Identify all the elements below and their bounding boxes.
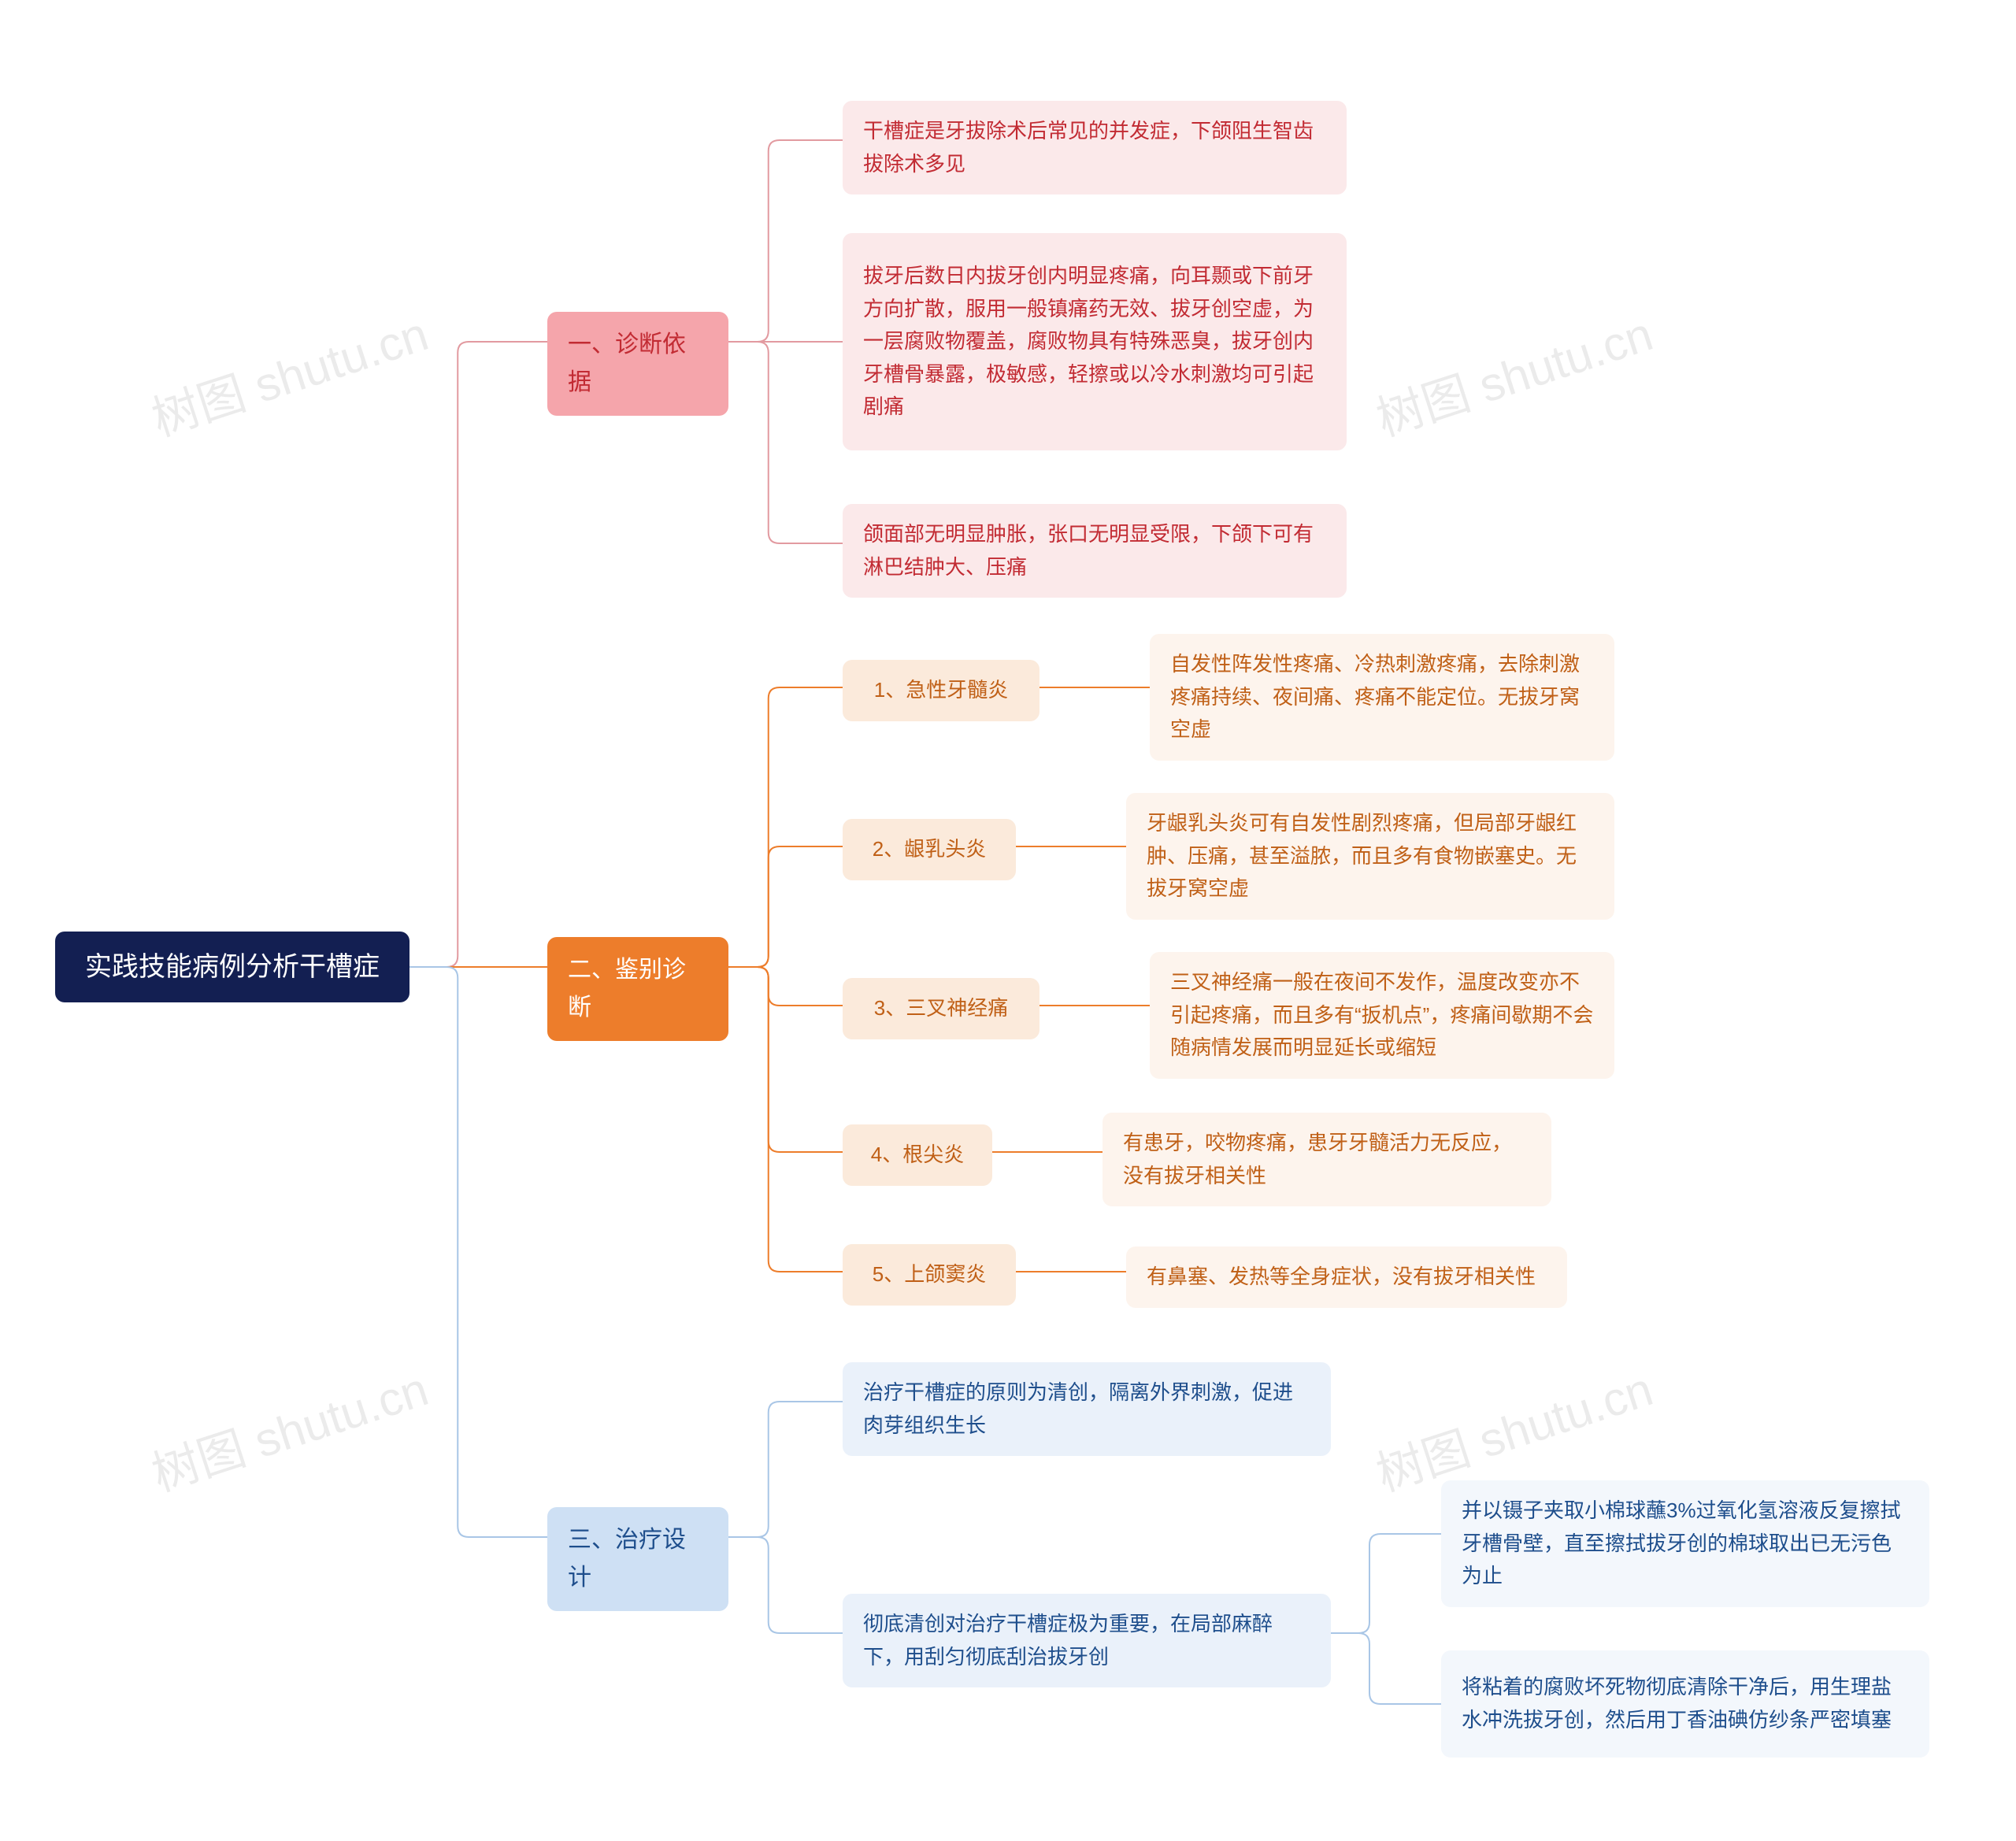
branch-0: 一、诊断依据 [547, 312, 728, 416]
branch-2-child-1-label: 彻底清创对治疗干槽症极为重要，在局部麻醉下，用刮匀彻底刮治拔牙创 [863, 1608, 1310, 1673]
root-node-label: 实践技能病例分析干槽症 [85, 946, 380, 988]
branch-1: 二、鉴别诊断 [547, 937, 728, 1041]
branch-1-child-2-leaf-0: 三叉神经痛一般在夜间不发作，温度改变亦不引起疼痛，而且多有“扳机点”，疼痛间歇期… [1150, 952, 1614, 1079]
branch-2-child-1-leaf-0-label: 并以镊子夹取小棉球蘸3%过氧化氢溶液反复擦拭牙槽骨壁，直至擦拭拔牙创的棉球取出已… [1462, 1495, 1909, 1593]
watermark-1: 树图 shutu.cn [1366, 296, 1660, 450]
branch-1-child-2: 3、三叉神经痛 [843, 978, 1040, 1039]
branch-1-child-4-label: 5、上颌窦炎 [873, 1258, 986, 1291]
branch-0-child-2: 颌面部无明显肿胀，张口无明显受限，下颌下可有淋巴结肿大、压痛 [843, 504, 1347, 598]
branch-1-child-1-leaf-0-label: 牙龈乳头炎可有自发性剧烈疼痛，但局部牙龈红肿、压痛，甚至溢脓，而且多有食物嵌塞史… [1147, 807, 1594, 906]
branch-1-child-3: 4、根尖炎 [843, 1124, 992, 1186]
connector [728, 1402, 843, 1537]
connector [1331, 1534, 1441, 1633]
branch-2-label: 三、治疗设计 [568, 1521, 708, 1597]
branch-1-child-1-label: 2、龈乳头炎 [873, 833, 986, 866]
branch-1-child-0: 1、急性牙髓炎 [843, 660, 1040, 721]
connector [728, 342, 843, 543]
connector [410, 342, 547, 967]
connector [1331, 1633, 1441, 1704]
branch-1-label: 二、鉴别诊断 [568, 951, 708, 1027]
branch-0-child-1: 拔牙后数日内拔牙创内明显疼痛，向耳颞或下前牙方向扩散，服用一般镇痛药无效、拔牙创… [843, 233, 1347, 450]
watermark-0: 树图 shutu.cn [142, 296, 435, 450]
root-node: 实践技能病例分析干槽症 [55, 932, 410, 1002]
connector [410, 967, 547, 1537]
branch-2-child-0-label: 治疗干槽症的原则为清创，隔离外界刺激，促进肉芽组织生长 [863, 1376, 1310, 1442]
branch-1-child-3-leaf-0-label: 有患牙，咬物疼痛，患牙牙髓活力无反应，没有拔牙相关性 [1123, 1127, 1531, 1192]
branch-1-child-0-leaf-0: 自发性阵发性疼痛、冷热刺激疼痛，去除刺激疼痛持续、夜间痛、疼痛不能定位。无拔牙窝… [1150, 634, 1614, 761]
connector [728, 967, 843, 1272]
watermark-2: 树图 shutu.cn [142, 1351, 435, 1505]
branch-0-label: 一、诊断依据 [568, 326, 708, 402]
branch-1-child-4-leaf-0-label: 有鼻塞、发热等全身症状，没有拔牙相关性 [1147, 1261, 1536, 1294]
branch-2-child-1: 彻底清创对治疗干槽症极为重要，在局部麻醉下，用刮匀彻底刮治拔牙创 [843, 1594, 1331, 1687]
branch-1-child-0-leaf-0-label: 自发性阵发性疼痛、冷热刺激疼痛，去除刺激疼痛持续、夜间痛、疼痛不能定位。无拔牙窝… [1170, 648, 1594, 746]
branch-1-child-0-label: 1、急性牙髓炎 [874, 674, 1008, 707]
connector [728, 967, 843, 1006]
branch-0-child-0-label: 干槽症是牙拔除术后常见的并发症，下颌阻生智齿拔除术多见 [863, 115, 1326, 180]
mindmap-canvas: 实践技能病例分析干槽症 一、诊断依据 干槽症是牙拔除术后常见的并发症，下颌阻生智齿拔… [0, 0, 2016, 1841]
branch-2-child-1-leaf-1: 将粘着的腐败坏死物彻底清除干净后，用生理盐水冲洗拔牙创，然后用丁香油碘仿纱条严密… [1441, 1650, 1929, 1758]
connector [728, 967, 843, 1152]
branch-0-child-1-label: 拔牙后数日内拔牙创内明显疼痛，向耳颞或下前牙方向扩散，服用一般镇痛药无效、拔牙创… [863, 260, 1326, 424]
connector [728, 1537, 843, 1633]
branch-2-child-1-leaf-0: 并以镊子夹取小棉球蘸3%过氧化氢溶液反复擦拭牙槽骨壁，直至擦拭拔牙创的棉球取出已… [1441, 1480, 1929, 1607]
branch-2: 三、治疗设计 [547, 1507, 728, 1611]
connector [728, 846, 843, 967]
connector [728, 140, 843, 342]
branch-1-child-1: 2、龈乳头炎 [843, 819, 1016, 880]
branch-1-child-2-label: 3、三叉神经痛 [874, 992, 1008, 1025]
branch-2-child-0: 治疗干槽症的原则为清创，隔离外界刺激，促进肉芽组织生长 [843, 1362, 1331, 1456]
connector [728, 687, 843, 967]
branch-1-child-1-leaf-0: 牙龈乳头炎可有自发性剧烈疼痛，但局部牙龈红肿、压痛，甚至溢脓，而且多有食物嵌塞史… [1126, 793, 1614, 920]
branch-1-child-4: 5、上颌窦炎 [843, 1244, 1016, 1306]
branch-0-child-2-label: 颌面部无明显肿胀，张口无明显受限，下颌下可有淋巴结肿大、压痛 [863, 518, 1326, 583]
branch-1-child-4-leaf-0: 有鼻塞、发热等全身症状，没有拔牙相关性 [1126, 1246, 1567, 1308]
branch-0-child-0: 干槽症是牙拔除术后常见的并发症，下颌阻生智齿拔除术多见 [843, 101, 1347, 194]
branch-1-child-3-label: 4、根尖炎 [871, 1139, 964, 1172]
branch-1-child-3-leaf-0: 有患牙，咬物疼痛，患牙牙髓活力无反应，没有拔牙相关性 [1102, 1113, 1551, 1206]
branch-2-child-1-leaf-1-label: 将粘着的腐败坏死物彻底清除干净后，用生理盐水冲洗拔牙创，然后用丁香油碘仿纱条严密… [1462, 1671, 1909, 1736]
branch-1-child-2-leaf-0-label: 三叉神经痛一般在夜间不发作，温度改变亦不引起疼痛，而且多有“扳机点”，疼痛间歇期… [1170, 966, 1594, 1065]
